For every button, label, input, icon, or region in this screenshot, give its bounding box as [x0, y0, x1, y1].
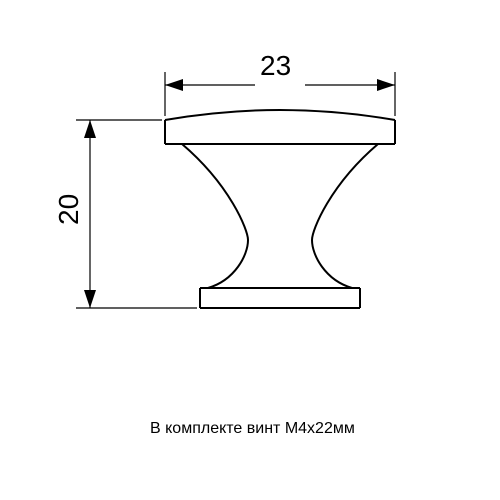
dim-width-arrow-left: [165, 79, 183, 91]
part-neck-right: [312, 144, 378, 288]
dim-width-value: 23: [260, 50, 291, 82]
dim-height-arrow-bottom: [84, 290, 96, 308]
dim-width-arrow-right: [377, 79, 395, 91]
part-cap-arc: [165, 110, 395, 120]
part-neck-left: [182, 144, 248, 288]
caption-text: В комплекте винт М4х22мм: [150, 420, 355, 438]
dim-height-arrow-top: [84, 120, 96, 138]
dim-height-value: 20: [53, 194, 85, 225]
